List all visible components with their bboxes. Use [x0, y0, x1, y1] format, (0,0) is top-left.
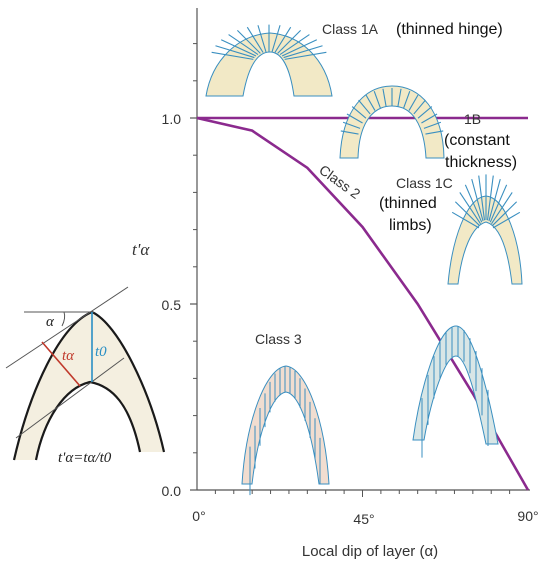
dip-isogon-line: [459, 192, 482, 225]
label-class-1a: Class 1A: [322, 21, 379, 37]
dip-isogon-line: [358, 99, 371, 115]
label-1b: 1B: [464, 111, 481, 127]
inset-lower-tangent: [15, 357, 125, 439]
inset-alpha-label: α: [46, 314, 55, 330]
class-1a-fold-sketch: [205, 24, 333, 97]
class-1c-fold-sketch: [447, 174, 523, 285]
dip-isogon-line: [246, 26, 264, 53]
label-class-1c: Class 1C: [396, 175, 453, 191]
label-class-1c-note-line2: limbs): [389, 217, 432, 234]
dip-isogon-line: [342, 121, 361, 129]
inset-formula: t'α=tα/t0: [58, 450, 112, 466]
dip-isogon-line: [271, 25, 281, 53]
dip-isogon-line: [220, 39, 257, 57]
dip-isogon-line: [491, 201, 518, 227]
class-3-fold-sketch: [241, 365, 330, 496]
dip-isogon-line: [228, 34, 259, 55]
dip-isogon-line: [346, 113, 363, 124]
x-tick-label-45: 45°: [353, 511, 374, 527]
dip-isogon-line: [492, 211, 521, 229]
series-line-class-2: [196, 116, 530, 491]
dip-isogon-line: [274, 26, 292, 53]
dip-isogon-line: [413, 99, 426, 115]
y-axis-label: t'α: [132, 240, 150, 259]
dip-isogon-line: [365, 94, 376, 111]
dip-isogon-line: [340, 130, 359, 135]
dip-isogon-line: [211, 51, 254, 60]
dip-isogon-line: [382, 88, 387, 107]
dip-isogon-line: [486, 175, 494, 221]
x-axis-label: Local dip of layer (α): [302, 543, 438, 560]
axes: [190, 8, 530, 497]
inset-inner-layer-boundary: [34, 380, 142, 461]
y-tick-label-0: 0.0: [162, 483, 182, 499]
dip-isogon-line: [489, 184, 508, 223]
dip-isogon-line: [284, 51, 327, 60]
dip-isogon-line: [423, 121, 442, 129]
dip-isogon-line: [471, 178, 484, 222]
dip-isogon-line: [488, 178, 501, 222]
class-2-fold-sketch: [412, 325, 499, 458]
inset-thickness-definition: α tα t0 t'α=tα/t0: [5, 286, 166, 466]
dip-isogon-line: [397, 88, 402, 107]
dip-isogon-line: [464, 184, 483, 223]
dip-isogon-line: [490, 192, 513, 225]
dip-isogon-line: [351, 106, 367, 119]
inset-t-alpha-line: [41, 341, 81, 387]
inset-t-alpha-label: tα: [62, 348, 75, 364]
dip-isogon-line: [283, 45, 323, 59]
inset-upper-tangent: [5, 286, 129, 369]
dip-isogon-line: [403, 90, 411, 109]
dip-isogon-line: [425, 130, 444, 135]
label-1b-note-line1: (constant: [444, 132, 510, 149]
dip-isogon-line: [451, 211, 480, 229]
dip-isogon-line: [237, 29, 261, 54]
dip-isogon-line: [281, 39, 318, 57]
y-tick-label-1: 1.0: [162, 111, 182, 127]
inset-t0-label: t0: [95, 344, 107, 360]
dip-isogon-line: [421, 113, 438, 124]
label-class-3: Class 3: [255, 331, 302, 347]
x-tick-label-0: 0°: [192, 508, 205, 524]
inset-dip-angle-arc: [61, 311, 66, 327]
y-minor-ticks: [193, 43, 197, 454]
label-class-2: Class 2: [316, 161, 363, 202]
dip-isogon-line: [373, 90, 381, 109]
dip-isogon-line: [408, 94, 419, 111]
dip-isogon-line: [454, 201, 481, 227]
dip-isogon-line: [417, 106, 433, 119]
dip-isogon-line: [277, 29, 301, 54]
dip-isogon-line: [478, 175, 486, 221]
class-1b-fold-sketch: [339, 85, 445, 159]
y-tick-label-05: 0.5: [162, 297, 182, 313]
dip-isogon-line: [279, 34, 310, 55]
label-1b-note-line2: thickness): [445, 154, 517, 171]
label-class-1c-note-line1: (thinned: [379, 195, 437, 212]
x-tick-label-90: 90°: [517, 508, 538, 524]
x-minor-ticks: [214, 490, 511, 497]
dip-isogon-line: [257, 25, 267, 53]
label-class-1a-note: (thinned hinge): [396, 21, 503, 38]
dip-isogon-line: [215, 45, 255, 59]
